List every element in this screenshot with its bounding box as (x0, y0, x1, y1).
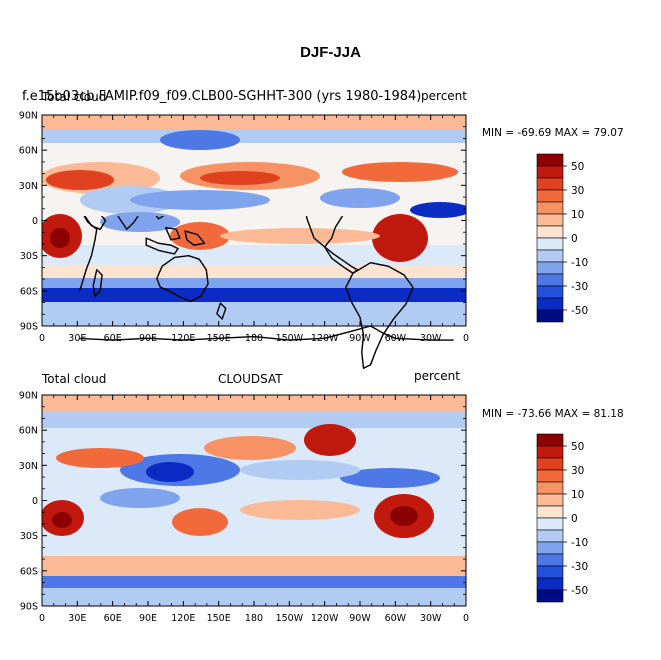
panel1-lat-label: 90S (20, 322, 38, 333)
panel1-lon-label: 0 (39, 333, 45, 344)
panel1-lat-label: 90N (19, 111, 38, 122)
panel2-lon-label: 120E (171, 613, 195, 624)
panel2-colorbar-swatch (536, 481, 564, 495)
panel2-lon-label: 60E (104, 613, 122, 624)
panel2-colorbar-label: 0 (571, 513, 578, 525)
panel2-colorbar-swatch (536, 589, 564, 603)
panel2-colorbar-label: -50 (571, 585, 588, 597)
panel1-colorbar-label: 50 (571, 161, 584, 173)
panel2-colorbar-label: -10 (571, 537, 588, 549)
panel1-colorbar-label: 30 (571, 185, 584, 197)
panel1-lon-label: 60E (104, 333, 122, 344)
panel2-lat-label: 60N (19, 426, 38, 437)
panel2-lon-label: 60W (385, 613, 407, 624)
panel1-colorbar-label: 10 (571, 209, 584, 221)
panel2-lon-label: 0 (463, 613, 469, 624)
panel1-lat-label: 60S (20, 286, 38, 297)
panel1-colorbar-label: -30 (571, 281, 588, 293)
panel1-lon-label: 90W (349, 333, 371, 344)
panel2-lon-label: 30W (420, 613, 442, 624)
panel2-center-label: CLOUDSAT (218, 372, 283, 386)
panel2-colorbar-swatch (536, 457, 564, 471)
panel2-lat-label: 0 (32, 496, 38, 507)
panel2-lat-label: 60S (20, 566, 38, 577)
panel2-colorbar-label: 10 (571, 489, 584, 501)
panel1-left-label: Total cloud (42, 90, 107, 104)
panel1-colorbar-label: -10 (571, 257, 588, 269)
panel1-colorbar-swatch (536, 165, 564, 179)
panel2-lat-label: 30N (19, 461, 38, 472)
panel1-colorbar-swatch (536, 285, 564, 299)
panel2-lon-label: 150W (276, 613, 304, 624)
panel2-map (41, 394, 467, 607)
panel1-colorbar-swatch (536, 153, 564, 167)
panel2-lon-label: 180 (245, 613, 263, 624)
panel2-colorbar-swatch (536, 445, 564, 459)
panel2-lon-label: 150E (207, 613, 231, 624)
panel1-map (41, 114, 467, 369)
panel2-colorbar-swatch (536, 493, 564, 507)
panel1-lon-label: 30E (68, 333, 86, 344)
panel1-colorbar-swatch (536, 309, 564, 323)
panel2-colorbar-label: 50 (571, 441, 584, 453)
panel2-colorbar-swatch (536, 469, 564, 483)
panel1-colorbar-swatch (536, 237, 564, 251)
panel2-lat-label: 30S (20, 531, 38, 542)
panel1-colorbar-swatch (536, 189, 564, 203)
panel2-lon-label: 90W (349, 613, 371, 624)
panel1-lon-label: 90E (139, 333, 157, 344)
panel1-lon-label: 120E (171, 333, 195, 344)
panel2-lon-label: 30E (68, 613, 86, 624)
panel2-colorbar-swatch (536, 529, 564, 543)
panel1-lat-label: 30N (19, 181, 38, 192)
panel1-lat-label: 30S (20, 251, 38, 262)
panel2-colorbar-swatch (536, 577, 564, 591)
panel1-lon-label: 150W (276, 333, 304, 344)
panel1-colorbar: 50 30 10 0 -10 -30 -50 (536, 153, 588, 323)
panel2-colorbar: 50 30 10 0 -10 -30 -50 (536, 433, 588, 603)
panel2-left-label: Total cloud (42, 372, 107, 386)
panel2-stats: MIN = -73.66 MAX = 81.18 (482, 408, 624, 420)
panel1-colorbar-swatch (536, 297, 564, 311)
panel2-lat-label: 90N (19, 391, 38, 402)
panel2-colorbar-swatch (536, 517, 564, 531)
panel2-lon-label: 120W (311, 613, 339, 624)
panel1-colorbar-swatch (536, 213, 564, 227)
panel1-colorbar-swatch (536, 225, 564, 239)
panel1-stats: MIN = -69.69 MAX = 79.07 (482, 127, 624, 139)
panel1-colorbar-swatch (536, 201, 564, 215)
panel2-colorbar-label: -30 (571, 561, 588, 573)
panel1-lon-label: 60W (385, 333, 407, 344)
panel2-colorbar-swatch (536, 433, 564, 447)
panel1-lon-label: 180 (245, 333, 263, 344)
panel1-lon-label: 120W (311, 333, 339, 344)
panel1-colorbar-swatch (536, 249, 564, 263)
panel1-lon-label: 150E (207, 333, 231, 344)
panel1-lon-label: 30W (420, 333, 442, 344)
panel1-center-label: f.e15b03cb.FAMIP.f09_f09.CLB00-SGHHT-300… (22, 89, 422, 104)
panel2-lat-label: 90S (20, 602, 38, 613)
figure-title: DJF-JJA (300, 44, 361, 61)
panel2-colorbar-swatch (536, 505, 564, 519)
panel1-right-label: percent (421, 89, 467, 103)
panel1-colorbar-swatch (536, 261, 564, 275)
panel1-lat-label: 60N (19, 146, 38, 157)
panel1-lat-label: 0 (32, 216, 38, 227)
panel1-colorbar-label: 0 (571, 233, 578, 245)
panel2-lon-label: 90E (139, 613, 157, 624)
panel2-colorbar-label: 30 (571, 465, 584, 477)
panel1-lon-label: 0 (463, 333, 469, 344)
panel1-colorbar-swatch (536, 177, 564, 191)
panel2-colorbar-swatch (536, 553, 564, 567)
panel1-colorbar-swatch (536, 273, 564, 287)
panel1-colorbar-label: -50 (571, 305, 588, 317)
panel2-colorbar-swatch (536, 541, 564, 555)
panel2-colorbar-swatch (536, 565, 564, 579)
panel2-right-label: percent (414, 369, 460, 383)
panel2-lon-label: 0 (39, 613, 45, 624)
